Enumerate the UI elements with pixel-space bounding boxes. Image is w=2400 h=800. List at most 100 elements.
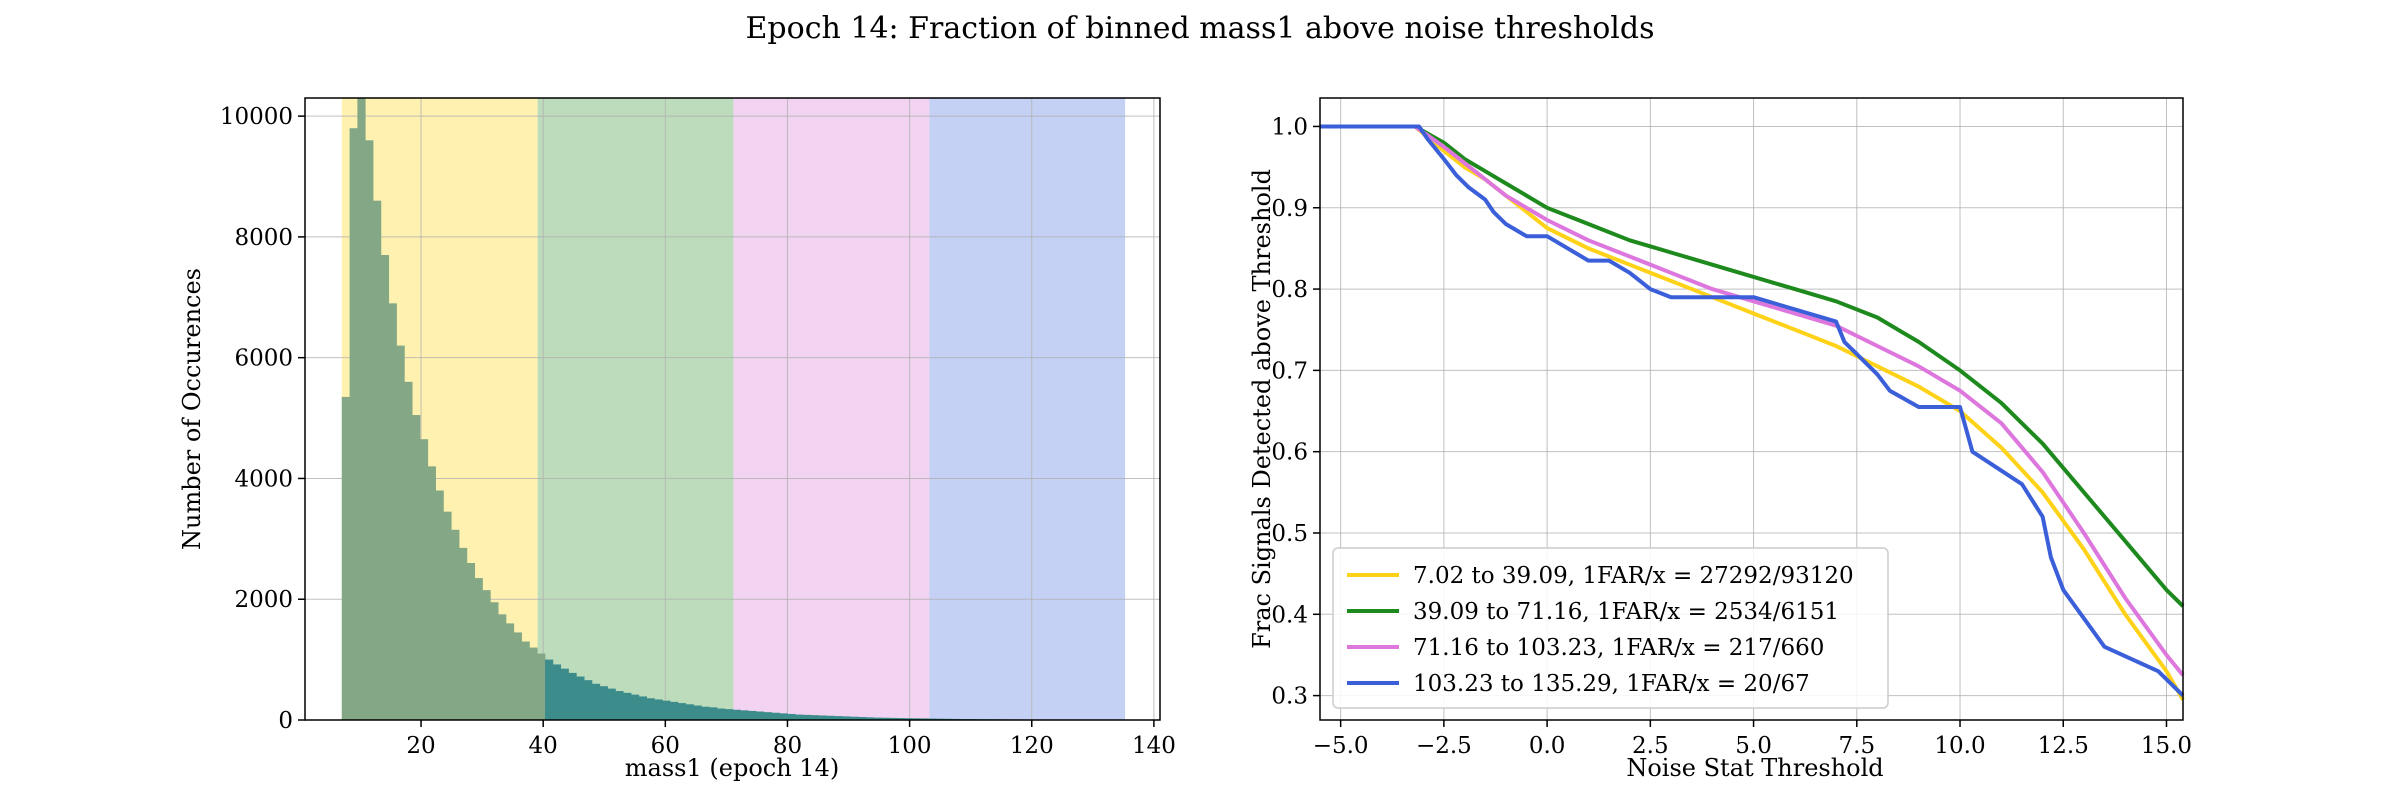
histogram-bar bbox=[576, 676, 585, 720]
histogram-bar bbox=[912, 718, 921, 720]
histogram-bar bbox=[857, 716, 866, 720]
line-chart-x-ticks: −5.0 −2.5 0.0 2.5 5.0 7.5 10.0 12.5 15.0 bbox=[1313, 720, 2192, 759]
histogram-bar bbox=[802, 714, 812, 720]
threshold-line-chart: −5.0 −2.5 0.0 2.5 5.0 7.5 10.0 12.5 15.0 0.30.40… bbox=[1248, 97, 2192, 782]
histogram-bar bbox=[849, 716, 859, 720]
histogram-x-tick-label: 40 bbox=[529, 733, 558, 759]
histogram-y-tick-label: 2000 bbox=[234, 587, 293, 613]
line-chart-x-tick-label: 7.5 bbox=[1839, 733, 1876, 759]
histogram-x-tick-label: 100 bbox=[888, 733, 932, 759]
histogram-bar bbox=[740, 710, 749, 720]
histogram-chart: 20 40 60 80 100 120 140 0 2000 4000 6000 8000 10000… bbox=[178, 97, 1176, 782]
histogram-bar bbox=[881, 717, 890, 720]
histogram-bar bbox=[732, 709, 741, 720]
histogram-bar bbox=[404, 381, 413, 720]
histogram-bar bbox=[638, 696, 648, 720]
line-chart-x-tick-label: 12.5 bbox=[2038, 733, 2089, 759]
figure-title: Epoch 14: Fraction of binned mass1 above… bbox=[746, 11, 1655, 46]
legend-entry-label: 71.16 to 103.23, 1FAR/x = 217/660 bbox=[1413, 635, 1824, 661]
line-chart-y-tick-label: 0.4 bbox=[1271, 602, 1308, 628]
histogram-bar bbox=[716, 708, 726, 720]
histogram-x-tick-label: 140 bbox=[1132, 733, 1176, 759]
histogram-y-axis-label: Number of Occurences bbox=[178, 268, 206, 550]
line-chart-x-axis-label: Noise Stat Threshold bbox=[1626, 754, 1883, 782]
histogram-bar bbox=[560, 668, 569, 720]
line-chart-x-tick-label: 0.0 bbox=[1529, 733, 1566, 759]
histogram-bar bbox=[396, 345, 405, 720]
histogram-bar bbox=[435, 490, 444, 720]
line-chart-legend: 7.02 to 39.09, 1FAR/x = 27292/93120 39.09… bbox=[1332, 547, 1889, 709]
histogram-bar bbox=[537, 653, 546, 720]
histogram-bar bbox=[615, 691, 624, 720]
histogram-bar bbox=[810, 715, 820, 720]
mass-bin-band-3 bbox=[929, 98, 1126, 720]
histogram-y-tick-label: 4000 bbox=[234, 466, 293, 492]
histogram-bar bbox=[552, 664, 562, 720]
mass-bin-bands bbox=[341, 98, 1126, 720]
histogram-bar bbox=[545, 659, 554, 720]
mass-bin-band-1 bbox=[537, 98, 734, 720]
histogram-bar bbox=[584, 680, 593, 720]
histogram-bar bbox=[380, 255, 390, 720]
series-line-3 bbox=[1320, 124, 2185, 698]
histogram-bar bbox=[654, 699, 663, 720]
line-chart-x-tick-label: 15.0 bbox=[2141, 733, 2192, 759]
line-chart-y-tick-label: 0.9 bbox=[1271, 196, 1308, 222]
histogram-bar bbox=[670, 701, 679, 720]
histogram-bar bbox=[677, 703, 687, 720]
histogram-bar bbox=[513, 632, 522, 720]
histogram-x-tick-label: 120 bbox=[1010, 733, 1054, 759]
histogram-bar bbox=[591, 683, 601, 720]
histogram-y-ticks: 0 2000 4000 6000 8000 10000 bbox=[220, 104, 305, 734]
histogram-bar bbox=[365, 140, 374, 720]
histogram-y-tick-label: 6000 bbox=[234, 346, 293, 372]
histogram-bar bbox=[896, 718, 905, 720]
legend-entry-label: 103.23 to 135.29, 1FAR/x = 20/67 bbox=[1413, 671, 1810, 697]
line-chart-x-tick-label: 5.0 bbox=[1735, 733, 1772, 759]
histogram-bar bbox=[599, 686, 608, 720]
histogram-plot-frame bbox=[304, 97, 1161, 721]
histogram-bar bbox=[724, 709, 734, 720]
legend-box bbox=[1332, 547, 1889, 709]
line-chart-y-tick-label: 0.7 bbox=[1271, 358, 1308, 384]
histogram-bar bbox=[474, 578, 483, 720]
histogram-x-tick-label: 80 bbox=[773, 733, 802, 759]
line-chart-y-tick-label: 0.6 bbox=[1271, 440, 1308, 466]
histogram-bar bbox=[842, 716, 851, 720]
mass-bin-band-2 bbox=[733, 98, 930, 720]
histogram-bar bbox=[498, 614, 507, 720]
histogram-bar bbox=[466, 562, 476, 720]
histogram-bar bbox=[412, 415, 421, 720]
histogram-bar bbox=[763, 712, 773, 720]
line-chart-y-tick-label: 0.8 bbox=[1271, 277, 1308, 303]
histogram-bar bbox=[693, 705, 702, 720]
line-chart-x-tick-label: −2.5 bbox=[1416, 733, 1472, 759]
histogram-bar bbox=[521, 641, 530, 720]
histogram-bar bbox=[490, 602, 499, 720]
histogram-bar bbox=[826, 715, 835, 720]
histogram-bar bbox=[388, 303, 397, 720]
histogram-bar bbox=[662, 700, 671, 720]
histogram-x-tick-label: 20 bbox=[406, 733, 435, 759]
histogram-bar bbox=[873, 717, 882, 720]
histogram-y-tick-label: 0 bbox=[278, 708, 293, 734]
histogram-bar bbox=[529, 647, 538, 720]
histogram-x-tick-label: 60 bbox=[651, 733, 680, 759]
histogram-bar bbox=[685, 704, 694, 720]
line-chart-series bbox=[1320, 124, 2185, 701]
histogram-bar bbox=[349, 128, 358, 721]
legend-entry-label: 7.02 to 39.09, 1FAR/x = 27292/93120 bbox=[1413, 563, 1854, 589]
histogram-bar bbox=[771, 712, 780, 720]
histogram-bar bbox=[607, 688, 616, 720]
histogram-bar bbox=[623, 692, 632, 720]
legend-entry-label: 39.09 to 71.16, 1FAR/x = 2534/6151 bbox=[1413, 599, 1839, 625]
histogram-bar bbox=[818, 715, 827, 720]
histogram-bar bbox=[443, 511, 452, 720]
histogram-bar bbox=[709, 707, 718, 720]
histogram-bar bbox=[748, 710, 757, 720]
histogram-bar bbox=[568, 672, 577, 720]
histogram-x-axis-label: mass1 (epoch 14) bbox=[625, 754, 839, 782]
histogram-y-tick-label: 8000 bbox=[234, 225, 293, 251]
histogram-bar bbox=[779, 713, 788, 720]
